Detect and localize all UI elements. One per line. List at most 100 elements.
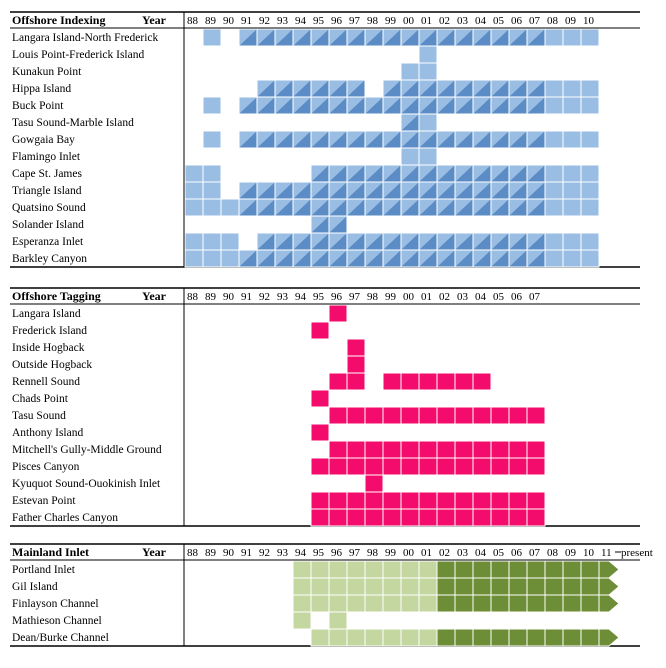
- cell-dark-half: [491, 199, 509, 216]
- cell-dark: [490, 594, 510, 613]
- cell-filled: [310, 508, 330, 527]
- year-tick-label: 07: [529, 15, 541, 27]
- cell-dark-half: [383, 131, 401, 148]
- cell-light: [544, 96, 564, 115]
- cell-dark-half: [455, 182, 473, 199]
- cell-dark: [508, 628, 528, 647]
- cell-filled: [526, 508, 546, 527]
- cell-filled: [364, 440, 384, 459]
- cell-filled: [382, 440, 402, 459]
- year-tick-label: 89: [205, 15, 217, 27]
- cell-dark-half: [347, 165, 365, 182]
- cell-dark-half: [311, 97, 329, 114]
- cell-dark-half: [365, 233, 383, 250]
- cell-filled: [346, 491, 366, 510]
- year-tick-label: 96: [331, 15, 343, 27]
- cell-filled: [418, 406, 438, 425]
- cell-light: [202, 130, 222, 149]
- cell-light: [346, 628, 366, 647]
- cell-dark-half: [437, 165, 455, 182]
- cell-light: [562, 130, 582, 149]
- cell-light: [544, 28, 564, 47]
- cell-dark-half: [329, 199, 347, 216]
- cell-dark-half: [473, 165, 491, 182]
- cell-light: [220, 249, 240, 268]
- year-tick-label: 90: [223, 291, 235, 303]
- year-tick-label: 11: [601, 547, 612, 559]
- cell-dark-half: [437, 29, 455, 46]
- cell-filled: [490, 508, 510, 527]
- year-label: Year: [142, 545, 167, 559]
- cell-light: [364, 628, 384, 647]
- cell-dark: [436, 628, 456, 647]
- cell-filled: [472, 372, 492, 391]
- cell-dark-half: [275, 250, 293, 267]
- cell-light: [580, 198, 600, 217]
- row-label: Esperanza Inlet: [12, 236, 84, 248]
- year-tick-label: 04: [475, 291, 487, 303]
- cell-filled: [490, 457, 510, 476]
- cell-dark: [526, 560, 546, 579]
- cell-filled: [418, 491, 438, 510]
- cell-filled: [490, 491, 510, 510]
- cell-dark: [508, 577, 528, 596]
- cell-dark-half: [257, 233, 275, 250]
- cell-dark-half: [329, 29, 347, 46]
- cell-dark-half: [311, 216, 329, 233]
- row-label: Gil Island: [12, 581, 58, 593]
- cell-light: [328, 611, 348, 630]
- cell-filled: [490, 440, 510, 459]
- row-label: Langara Island: [12, 308, 81, 320]
- cell-filled: [310, 457, 330, 476]
- row-label: Chads Point: [12, 393, 69, 405]
- row-label: Mathieson Channel: [12, 615, 102, 627]
- cell-light: [418, 560, 438, 579]
- row-label: Barkley Canyon: [12, 253, 87, 265]
- cell-dark: [544, 628, 564, 647]
- cell-dark-half: [419, 29, 437, 46]
- row-label: Finlayson Channel: [12, 598, 99, 610]
- cell-light: [310, 628, 330, 647]
- cell-dark-half: [419, 250, 437, 267]
- cell-dark: [526, 577, 546, 596]
- cell-filled: [400, 508, 420, 527]
- cell-dark-half: [491, 182, 509, 199]
- cell-dark-half: [311, 182, 329, 199]
- year-tick-label: 89: [205, 547, 217, 559]
- row-label: Louis Point-Frederick Island: [12, 49, 144, 61]
- cell-dark-half: [347, 131, 365, 148]
- cell-dark-half: [473, 80, 491, 97]
- cell-dark-half: [401, 233, 419, 250]
- cell-filled: [328, 457, 348, 476]
- cell-light: [346, 594, 366, 613]
- cell-dark-half: [293, 182, 311, 199]
- row-label: Buck Point: [12, 100, 64, 112]
- year-tick-label: 94: [295, 291, 307, 303]
- year-tick-label: 88: [187, 291, 199, 303]
- cell-light: [544, 164, 564, 183]
- cell-filled: [310, 389, 330, 408]
- cell-dark-half: [257, 80, 275, 97]
- cell-dark: [562, 577, 582, 596]
- cell-filled: [400, 372, 420, 391]
- cell-dark-half: [365, 199, 383, 216]
- cell-light: [364, 560, 384, 579]
- panel-title: Offshore Indexing: [12, 13, 105, 27]
- cell-light: [418, 45, 438, 64]
- year-tick-label: 06: [511, 15, 523, 27]
- year-tick-label: 00: [403, 291, 415, 303]
- cell-filled: [436, 491, 456, 510]
- cell-filled: [508, 440, 528, 459]
- year-tick-label: 10: [583, 15, 595, 27]
- cell-dark: [544, 560, 564, 579]
- cell-dark: [472, 577, 492, 596]
- cell-light: [544, 181, 564, 200]
- cell-light: [400, 577, 420, 596]
- cell-dark-half: [329, 97, 347, 114]
- year-tick-label: 98: [367, 547, 379, 559]
- cell-dark-half: [455, 233, 473, 250]
- cell-dark-half: [437, 199, 455, 216]
- cell-dark-half: [239, 250, 257, 267]
- cell-light: [202, 181, 222, 200]
- cell-dark-half: [293, 29, 311, 46]
